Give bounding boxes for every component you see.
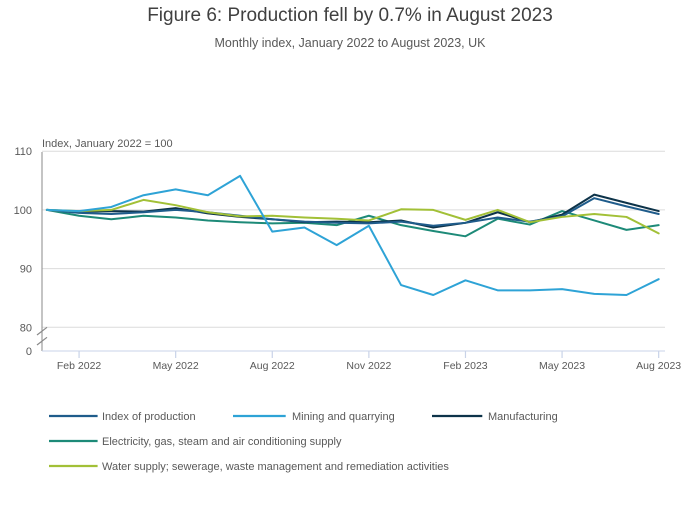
svg-text:Feb 2022: Feb 2022 xyxy=(57,360,102,372)
svg-text:Electricity, gas, steam and ai: Electricity, gas, steam and air conditio… xyxy=(102,436,342,448)
svg-text:Nov 2022: Nov 2022 xyxy=(346,360,391,372)
svg-text:100: 100 xyxy=(14,205,32,217)
svg-text:90: 90 xyxy=(20,264,32,276)
svg-text:Index of production: Index of production xyxy=(102,411,196,423)
svg-text:Mining and quarrying: Mining and quarrying xyxy=(292,411,395,423)
svg-text:May 2022: May 2022 xyxy=(153,360,199,372)
svg-text:0: 0 xyxy=(26,346,32,358)
svg-text:Manufacturing: Manufacturing xyxy=(488,411,558,423)
svg-text:80: 80 xyxy=(20,322,32,334)
svg-text:Feb 2023: Feb 2023 xyxy=(443,360,488,372)
svg-text:Aug 2022: Aug 2022 xyxy=(250,360,295,372)
svg-text:Water supply; sewerage, waste: Water supply; sewerage, waste management… xyxy=(102,461,449,473)
svg-text:110: 110 xyxy=(14,146,32,158)
svg-text:May 2023: May 2023 xyxy=(539,360,585,372)
svg-text:Index, January 2022 = 100: Index, January 2022 = 100 xyxy=(42,138,173,150)
svg-text:Aug 2023: Aug 2023 xyxy=(636,360,681,372)
